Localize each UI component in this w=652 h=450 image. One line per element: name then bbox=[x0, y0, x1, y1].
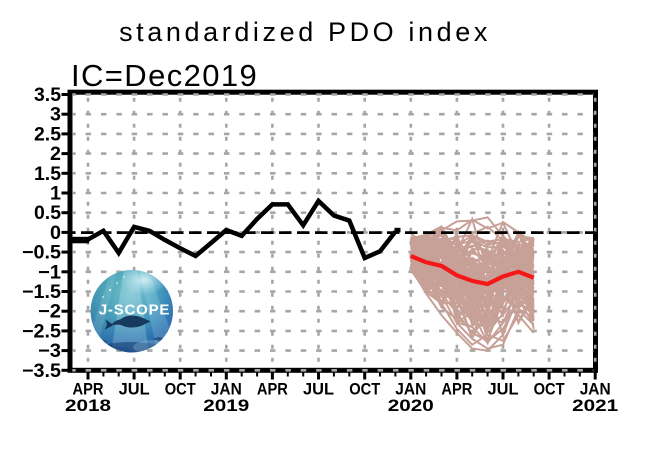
svg-text:JUL: JUL bbox=[488, 381, 519, 399]
svg-text:2: 2 bbox=[50, 144, 61, 165]
svg-text:APR: APR bbox=[257, 381, 288, 399]
svg-text:APR: APR bbox=[73, 381, 104, 399]
svg-text:1.5: 1.5 bbox=[34, 164, 61, 185]
svg-text:JUL: JUL bbox=[119, 381, 150, 399]
svg-text:0: 0 bbox=[50, 223, 61, 244]
svg-text:2021: 2021 bbox=[572, 397, 618, 415]
svg-text:3.5: 3.5 bbox=[34, 85, 61, 106]
svg-text:OCT: OCT bbox=[349, 381, 380, 399]
svg-text:J-SCOPE: J-SCOPE bbox=[99, 302, 170, 319]
svg-text:OCT: OCT bbox=[534, 381, 565, 399]
svg-text:JAN: JAN bbox=[580, 381, 611, 399]
svg-text:OCT: OCT bbox=[165, 381, 196, 399]
svg-text:JUL: JUL bbox=[303, 381, 334, 399]
svg-text:2018: 2018 bbox=[65, 397, 111, 415]
svg-text:−3: −3 bbox=[38, 341, 61, 362]
svg-text:2.5: 2.5 bbox=[34, 124, 61, 145]
svg-text:−1.5: −1.5 bbox=[22, 282, 61, 303]
svg-text:−2: −2 bbox=[38, 302, 61, 323]
svg-text:−3.5: −3.5 bbox=[22, 361, 61, 382]
svg-text:0.5: 0.5 bbox=[34, 203, 61, 224]
svg-text:standardized PDO index: standardized PDO index bbox=[119, 17, 491, 47]
svg-text:APR: APR bbox=[441, 381, 472, 399]
svg-text:IC=Dec2019: IC=Dec2019 bbox=[71, 58, 258, 93]
svg-text:−0.5: −0.5 bbox=[22, 243, 61, 264]
svg-text:−1: −1 bbox=[38, 262, 61, 283]
svg-text:JAN: JAN bbox=[211, 381, 242, 399]
svg-text:−2.5: −2.5 bbox=[22, 321, 61, 342]
svg-text:1: 1 bbox=[50, 184, 61, 205]
svg-text:2020: 2020 bbox=[388, 397, 434, 415]
svg-text:2019: 2019 bbox=[203, 397, 249, 415]
svg-text:JAN: JAN bbox=[395, 381, 426, 399]
svg-text:3: 3 bbox=[50, 105, 61, 126]
